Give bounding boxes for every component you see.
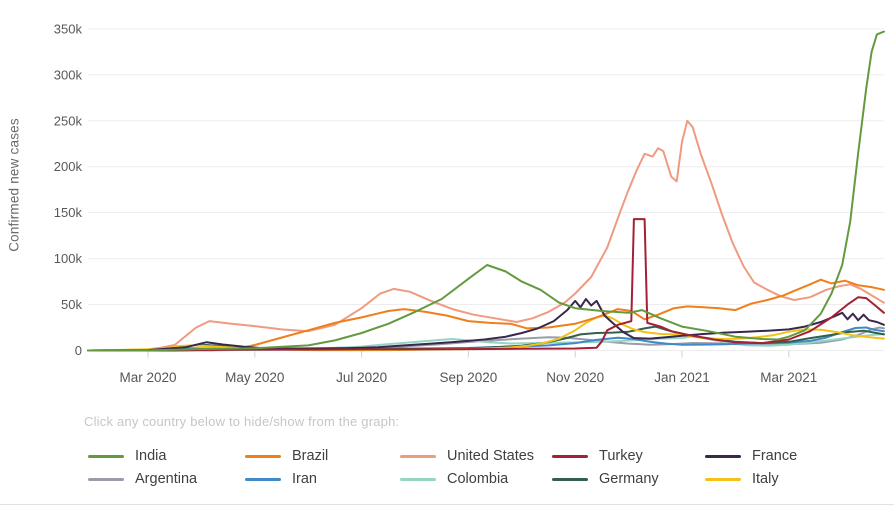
y-tick-label-100k: 100k: [54, 251, 83, 266]
series-line-brazil: [87, 278, 885, 352]
legend-label-turkey: Turkey: [599, 448, 643, 464]
legend-label-united-states: United States: [447, 448, 535, 464]
x-tick-label-mar-2020: Mar 2020: [119, 370, 176, 385]
legend-item-colombia[interactable]: Colombia: [400, 470, 552, 488]
x-tick-label-sep-2020: Sep 2020: [439, 370, 497, 385]
y-tick-label-250k: 250k: [54, 113, 83, 128]
x-tick-label-may-2020: May 2020: [225, 370, 284, 385]
series-line-india: [87, 30, 885, 352]
y-tick-label-300k: 300k: [54, 67, 83, 82]
series-line-france: [87, 298, 885, 352]
legend-item-india[interactable]: India: [88, 447, 245, 465]
legend-label-iran: Iran: [292, 471, 317, 487]
series-line-united-states: [87, 119, 885, 352]
legend-swatch-iran: [245, 477, 281, 481]
legend-label-argentina: Argentina: [135, 471, 198, 487]
legend-swatch-france: [705, 454, 741, 458]
y-tick-label-0: 0: [75, 343, 82, 358]
x-tick-label-jul-2020: Jul 2020: [336, 370, 387, 385]
legend-item-iran[interactable]: Iran: [245, 470, 400, 488]
legend-item-italy[interactable]: Italy: [705, 470, 878, 488]
legend-swatch-italy: [705, 477, 741, 481]
legend-swatch-india: [88, 454, 124, 458]
chart-plot-area: 0 50k 100k 150k 200k 250k 300k 350k Mar 2020 May …: [54, 21, 885, 385]
legend-swatch-germany: [552, 477, 588, 481]
legend-label-india: India: [135, 448, 167, 464]
legend-swatch-brazil: [245, 454, 281, 458]
legend-label-germany: Germany: [599, 471, 659, 487]
legend-swatch-turkey: [552, 454, 588, 458]
legend-item-france[interactable]: France: [705, 447, 878, 465]
legend-item-turkey[interactable]: Turkey: [552, 447, 705, 465]
legend-swatch-united-states: [400, 454, 436, 458]
x-tick-label-jan-2021: Jan 2021: [654, 370, 710, 385]
y-tick-label-150k: 150k: [54, 205, 83, 220]
legend-label-colombia: Colombia: [447, 471, 509, 487]
x-tick-label-nov-2020: Nov 2020: [546, 370, 604, 385]
y-tick-label-200k: 200k: [54, 159, 83, 174]
y-tick-label-350k: 350k: [54, 21, 83, 36]
series-line-colombia: [87, 333, 885, 352]
legend-item-argentina[interactable]: Argentina: [88, 470, 245, 488]
legend-item-germany[interactable]: Germany: [552, 470, 705, 488]
legend-swatch-colombia: [400, 477, 436, 481]
legend-prompt: Click any country below to hide/show fro…: [84, 414, 400, 429]
series-line-turkey: [87, 218, 885, 352]
legend-item-brazil[interactable]: Brazil: [245, 447, 400, 465]
legend-swatch-argentina: [88, 477, 124, 481]
legend-label-france: France: [752, 448, 798, 464]
y-tick-label-50k: 50k: [61, 297, 82, 312]
x-tick-label-mar-2021: Mar 2021: [760, 370, 817, 385]
chart-legend: India Brazil United States Turkey France Arge…: [88, 447, 878, 488]
legend-label-italy: Italy: [752, 471, 779, 487]
legend-label-brazil: Brazil: [292, 448, 329, 464]
legend-item-united-states[interactable]: United States: [400, 447, 552, 465]
